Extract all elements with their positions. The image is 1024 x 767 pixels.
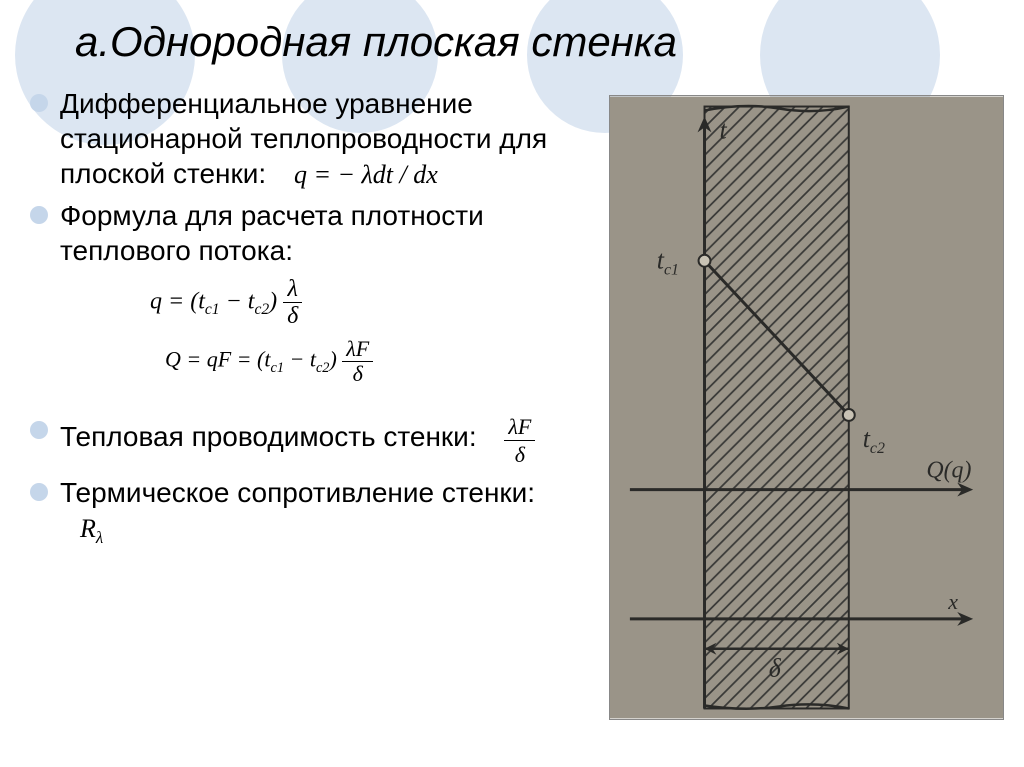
Q-mid: − t <box>284 347 316 372</box>
bullet-3-label: Тепловая проводимость стенки: <box>60 421 477 452</box>
bullet-icon <box>30 94 48 112</box>
bullet-1: Дифференциальное уравнение стационарной … <box>30 86 570 192</box>
bullet-4: Термическое сопротивление стенки: Rλ <box>30 475 570 548</box>
frac-den: δ <box>342 362 373 386</box>
Q-lhs: Q = qF = (t <box>165 347 270 372</box>
Q-rhs: ) <box>329 347 336 372</box>
frac-den: δ <box>504 441 535 469</box>
bullet-icon <box>30 421 48 439</box>
q-rhs: ) <box>269 288 277 314</box>
frac-num: λF <box>342 337 373 362</box>
R-sub: λ <box>96 528 103 547</box>
bullet-2-text: Формула для расчета плотности теплового … <box>60 198 570 268</box>
slide-title: а.Однородная плоская стенка <box>75 18 677 66</box>
bullet-2: Формула для расчета плотности теплового … <box>30 198 570 268</box>
svg-text:Q(q): Q(q) <box>926 458 971 484</box>
q-lhs: q = (t <box>150 288 205 314</box>
bullet-icon <box>30 483 48 501</box>
wall-diagram: txQ(q)tc1tc2δ <box>609 95 1004 720</box>
bullet-icon <box>30 206 48 224</box>
svg-text:δ: δ <box>769 654 782 683</box>
frac-num: λF <box>504 413 535 442</box>
frac-den: δ <box>283 303 302 329</box>
formula-resistance: Rλ <box>80 513 103 548</box>
formula-Q-total: Q = qF = (tc1 − tc2) λF δ <box>165 337 570 386</box>
frac-num: λ <box>283 276 302 303</box>
bullet-3-text: Тепловая проводимость стенки: λF δ <box>60 413 535 469</box>
q-mid: − t <box>220 288 255 314</box>
formula-diff-eq: q = − λdt / dx <box>294 159 438 192</box>
formula-q-flux: q = (tc1 − tc2) λ δ <box>150 276 570 330</box>
q-sub2: c2 <box>254 301 269 318</box>
svg-text:x: x <box>947 590 958 614</box>
svg-text:t: t <box>719 115 727 144</box>
bullet-4-label: Термическое сопротивление стенки: <box>60 477 535 508</box>
R-sym: R <box>80 514 96 543</box>
bullet-1-text: Дифференциальное уравнение стационарной … <box>60 86 570 192</box>
Q-sub2: c2 <box>316 360 330 376</box>
q-sub1: c1 <box>205 301 220 318</box>
content-area: Дифференциальное уравнение стационарной … <box>30 86 570 554</box>
bullet-4-text: Термическое сопротивление стенки: Rλ <box>60 475 570 548</box>
formula-conductance: λF δ <box>504 413 535 469</box>
frac-lambdaF-delta: λF δ <box>342 337 373 386</box>
frac-lambda-delta: λ δ <box>283 276 302 330</box>
bullet-3: Тепловая проводимость стенки: λF δ <box>30 413 570 469</box>
Q-sub1: c1 <box>270 360 284 376</box>
